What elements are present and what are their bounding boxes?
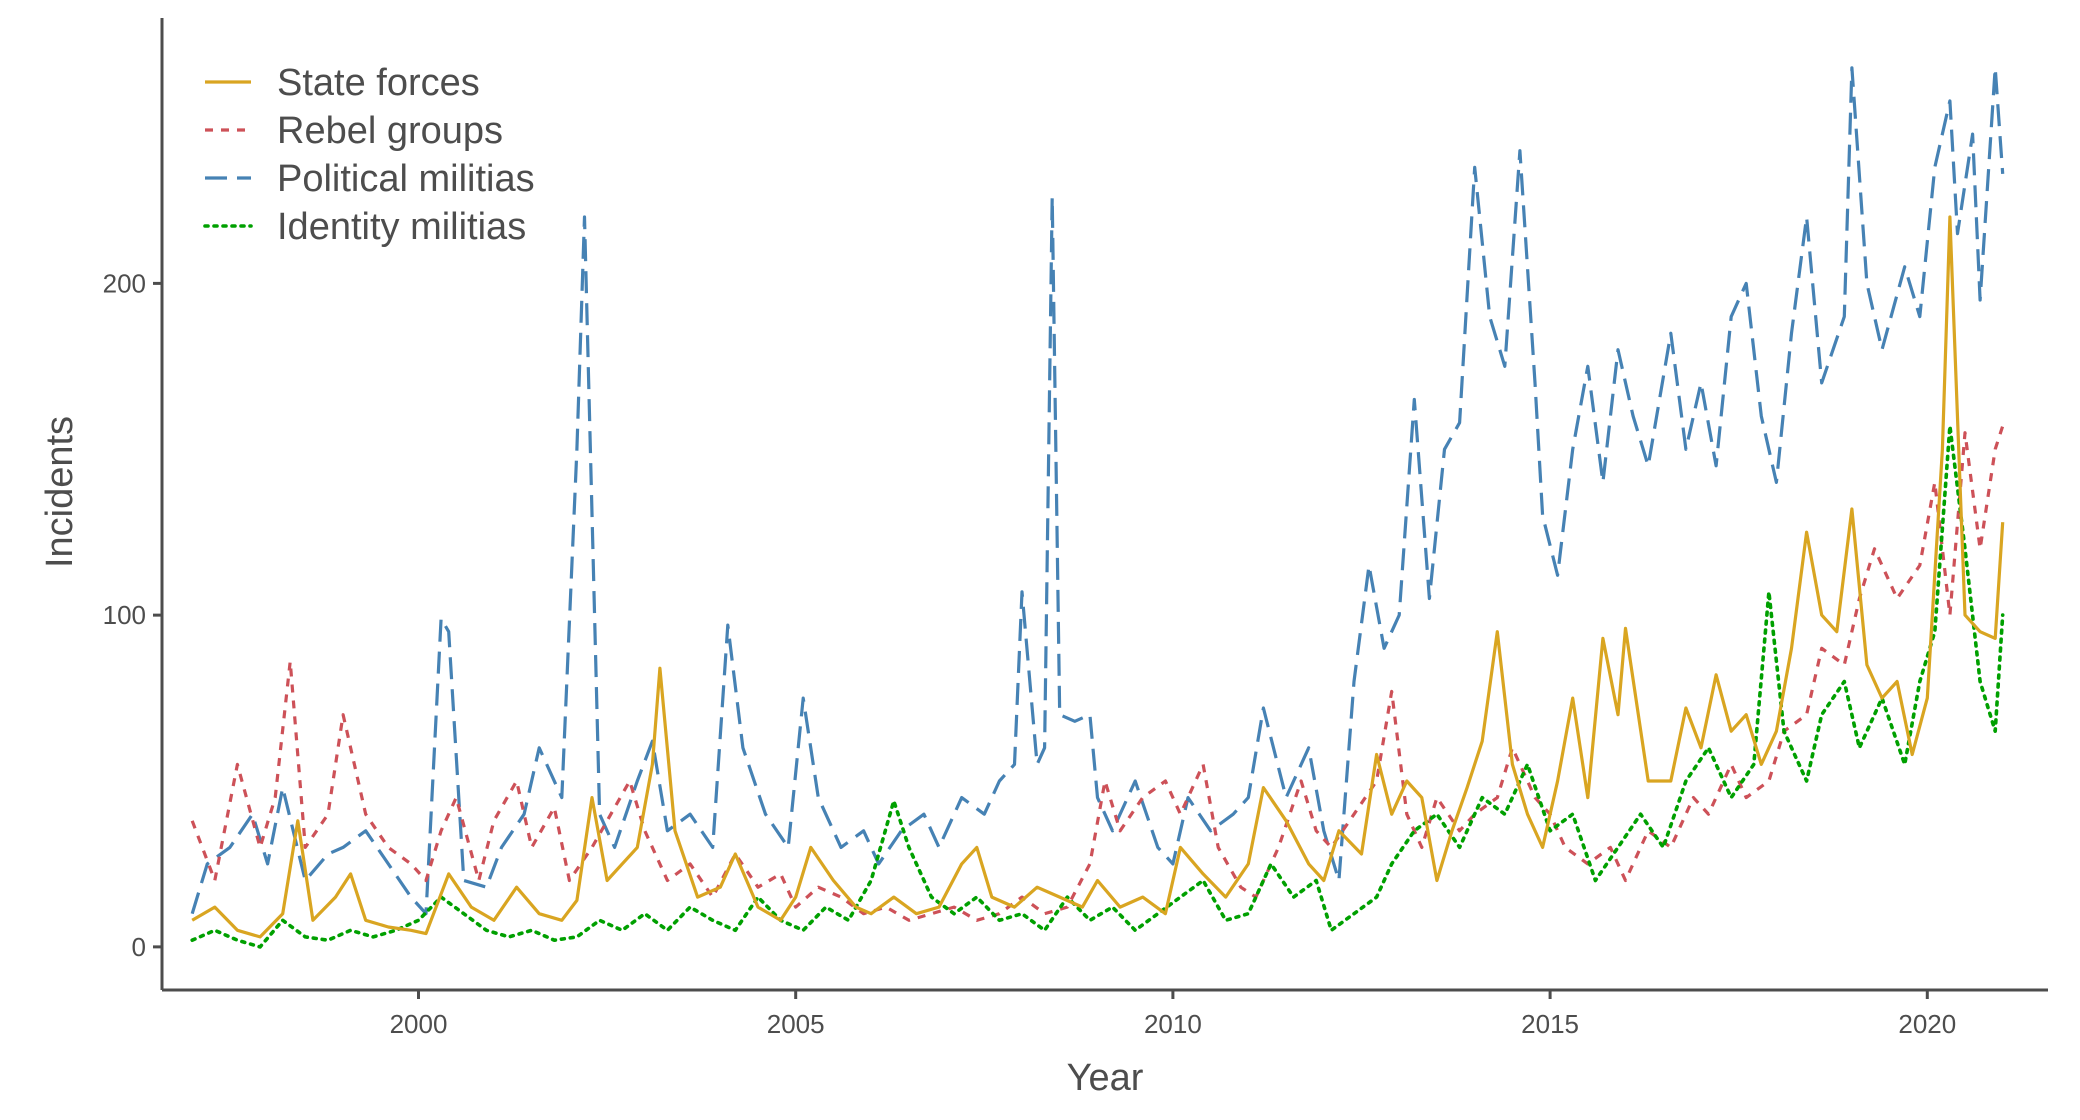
axes-layer (160, 18, 2048, 992)
y-tick-label: 200 (103, 268, 146, 298)
legend: State forces Rebel groups Political militi… (203, 62, 535, 248)
legend-label-political-militias: Political militias (277, 158, 535, 200)
y-tick-label: 0 (132, 932, 146, 962)
legend-label-state-forces: State forces (277, 62, 480, 104)
series-line-rebel-groups (190, 425, 2005, 922)
legend-label-rebel-groups: Rebel groups (277, 110, 503, 152)
series-line-identity-militias (190, 424, 2005, 949)
series-layer (190, 66, 2005, 949)
x-tick-label: 2020 (1898, 1009, 1956, 1039)
x-tick-label: 2010 (1144, 1009, 1202, 1039)
x-tick-label: 2005 (767, 1009, 825, 1039)
x-tick-label: 2015 (1521, 1009, 1579, 1039)
legend-label-identity-militias: Identity militias (277, 206, 526, 248)
series-line-state-forces (191, 215, 2005, 939)
y-tick-label: 100 (103, 600, 146, 630)
series-line-political-militias (190, 66, 2005, 916)
ticks-layer: 0 100 200 2000 2005 2010 2015 2020 (103, 268, 1957, 1039)
y-axis-title: Incidents (39, 416, 81, 568)
x-axis-title: Year (1067, 1057, 1144, 1099)
x-tick-label: 2000 (390, 1009, 448, 1039)
